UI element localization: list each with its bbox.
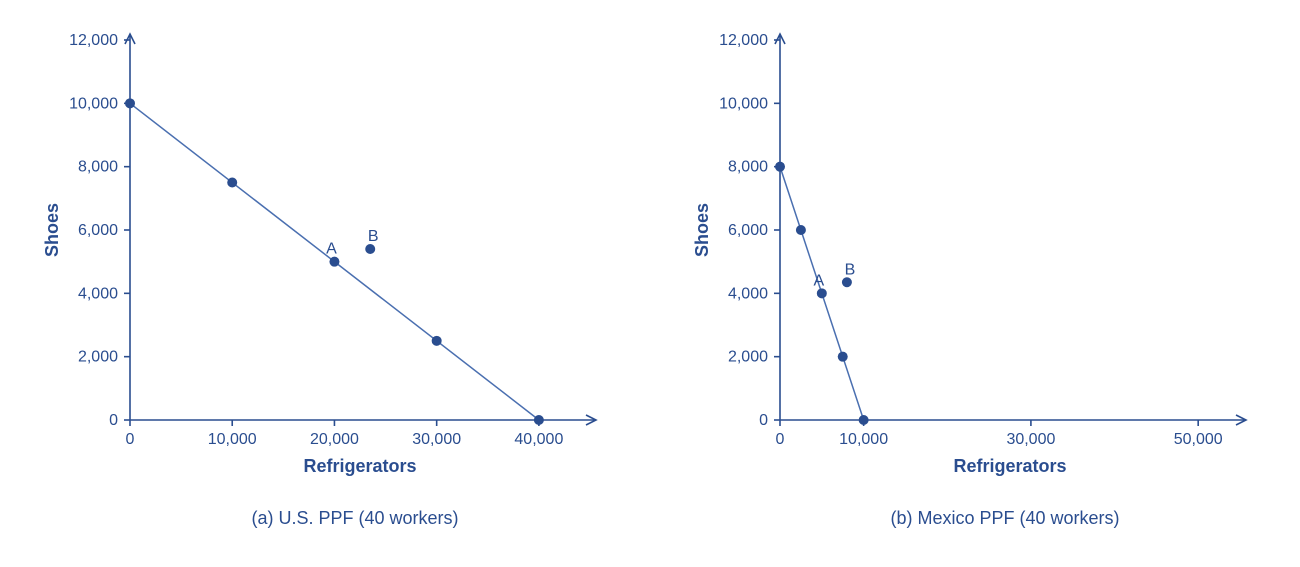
- caption-mexico-ppf: (b) Mexico PPF (40 workers): [830, 508, 1119, 529]
- xtick-label: 10,000: [839, 431, 888, 448]
- xtick-label: 30,000: [1006, 431, 1055, 448]
- ytick-label: 4,000: [78, 285, 118, 302]
- xtick-label: 10,000: [208, 431, 257, 448]
- ylabel: Shoes: [692, 203, 712, 257]
- annot-label-b: B: [845, 261, 856, 278]
- xtick-label: 20,000: [310, 431, 359, 448]
- data-point: [859, 415, 869, 425]
- data-point: [125, 98, 135, 108]
- annot-label-b: B: [368, 228, 379, 245]
- chart-mexico-ppf: 0 2,000 4,000 6,000 8,000 10,000 12,000 0 10,000…: [670, 20, 1280, 490]
- ytick-label: 10,000: [69, 95, 118, 112]
- ytick-label: 8,000: [78, 159, 118, 176]
- xtick-label: 50,000: [1174, 431, 1223, 448]
- annot-point-b: [365, 244, 375, 254]
- data-point: [817, 288, 827, 298]
- data-point: [227, 178, 237, 188]
- data-point: [775, 162, 785, 172]
- ylabel: Shoes: [42, 203, 62, 257]
- data-point: [534, 415, 544, 425]
- ytick-label: 12,000: [69, 32, 118, 49]
- panel-us-ppf: 0 2,000 4,000 6,000 8,000 10,000 12,000 0 10,000…: [0, 20, 650, 529]
- ytick-label: 0: [759, 412, 768, 429]
- xtick-label: 0: [126, 431, 135, 448]
- ytick-label: 6,000: [78, 222, 118, 239]
- xlabel: Refrigerators: [953, 456, 1066, 476]
- figure-container: 0 2,000 4,000 6,000 8,000 10,000 12,000 0 10,000…: [0, 0, 1300, 567]
- ytick-label: 10,000: [719, 95, 768, 112]
- xlabel: Refrigerators: [303, 456, 416, 476]
- xtick-label: 40,000: [514, 431, 563, 448]
- annot-label-a: A: [326, 241, 337, 258]
- ytick-label: 2,000: [78, 349, 118, 366]
- ytick-label: 12,000: [719, 32, 768, 49]
- panel-mexico-ppf: 0 2,000 4,000 6,000 8,000 10,000 12,000 0 10,000…: [650, 20, 1300, 529]
- ytick-label: 6,000: [728, 222, 768, 239]
- xtick-label: 0: [776, 431, 785, 448]
- data-point: [329, 257, 339, 267]
- caption-us-ppf: (a) U.S. PPF (40 workers): [191, 508, 458, 529]
- ytick-label: 2,000: [728, 349, 768, 366]
- chart-us-ppf: 0 2,000 4,000 6,000 8,000 10,000 12,000 0 10,000…: [20, 20, 630, 490]
- data-point: [796, 225, 806, 235]
- axes: [125, 34, 596, 425]
- ytick-label: 0: [109, 412, 118, 429]
- ytick-label: 4,000: [728, 285, 768, 302]
- data-point: [432, 336, 442, 346]
- xtick-label: 30,000: [412, 431, 461, 448]
- annot-label-a: A: [813, 272, 824, 289]
- annot-point-b: [842, 277, 852, 287]
- ytick-label: 8,000: [728, 159, 768, 176]
- data-point: [838, 352, 848, 362]
